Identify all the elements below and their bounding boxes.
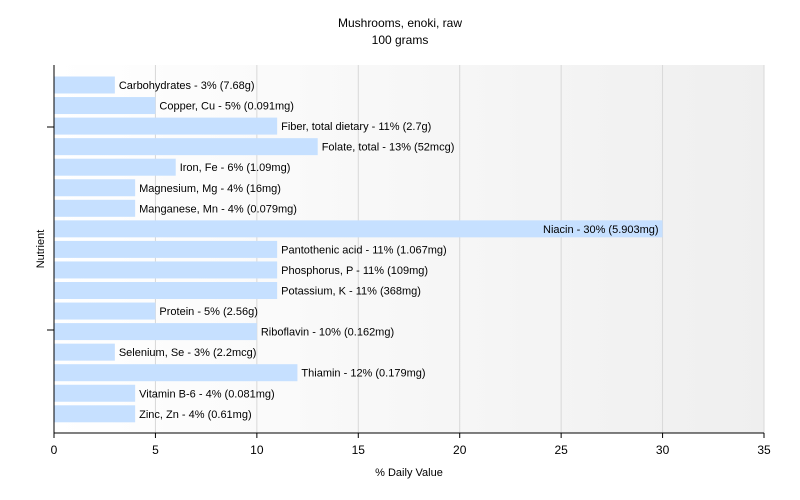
x-tick-label: 35 bbox=[757, 443, 771, 457]
chart-subtitle: 100 grams bbox=[372, 33, 429, 47]
x-tick-label: 10 bbox=[250, 443, 264, 457]
y-axis-label: Nutrient bbox=[35, 230, 47, 269]
bar bbox=[54, 323, 257, 341]
bar bbox=[54, 343, 115, 361]
bar-label: Niacin - 30% (5.903mg) bbox=[543, 224, 659, 236]
bar bbox=[54, 179, 136, 197]
bar-label: Thiamin - 12% (0.179mg) bbox=[301, 368, 425, 380]
bar-label: Magnesium, Mg - 4% (16mg) bbox=[139, 183, 281, 195]
bar-label: Protein - 5% (2.56g) bbox=[159, 306, 257, 318]
bar-label: Selenium, Se - 3% (2.2mcg) bbox=[119, 347, 257, 359]
bar bbox=[54, 76, 115, 94]
bar-label: Vitamin B-6 - 4% (0.081mg) bbox=[139, 388, 275, 400]
bar bbox=[54, 240, 278, 258]
bar bbox=[54, 158, 176, 176]
chart-title: Mushrooms, enoki, raw bbox=[338, 16, 462, 30]
bar-label: Zinc, Zn - 4% (0.61mg) bbox=[139, 409, 251, 421]
bar bbox=[54, 364, 298, 382]
x-tick-label: 15 bbox=[352, 443, 366, 457]
axes-group: 0 5 10 15 20 25 30 35 bbox=[47, 65, 771, 457]
bar bbox=[54, 261, 278, 279]
bars-group: Carbohydrates - 3% (7.68g) Copper, Cu - 5… bbox=[54, 76, 663, 423]
bar bbox=[54, 405, 136, 423]
x-tick-label: 20 bbox=[453, 443, 467, 457]
bar-label: Pantothenic acid - 11% (1.067mg) bbox=[281, 244, 447, 256]
bar-label: Fiber, total dietary - 11% (2.7g) bbox=[281, 121, 431, 133]
bar-label: Copper, Cu - 5% (0.091mg) bbox=[159, 101, 294, 113]
bar bbox=[54, 282, 278, 299]
bar bbox=[54, 97, 156, 115]
bar-label: Potassium, K - 11% (368mg) bbox=[281, 286, 421, 298]
bar bbox=[54, 220, 663, 238]
bar bbox=[54, 199, 136, 217]
x-tick-label: 25 bbox=[554, 443, 568, 457]
x-axis-label: % Daily Value bbox=[375, 467, 443, 479]
x-tick-label: 0 bbox=[51, 443, 58, 457]
bar-label: Riboflavin - 10% (0.162mg) bbox=[261, 327, 394, 339]
bar bbox=[54, 117, 278, 135]
x-tick-label: 5 bbox=[152, 443, 159, 457]
bar-label: Folate, total - 13% (52mcg) bbox=[322, 142, 455, 154]
bar bbox=[54, 302, 156, 320]
bar bbox=[54, 138, 318, 156]
bar-label: Iron, Fe - 6% (1.09mg) bbox=[180, 162, 291, 174]
bar-label: Carbohydrates - 3% (7.68g) bbox=[119, 80, 255, 92]
bar-label: Phosphorus, P - 11% (109mg) bbox=[281, 265, 428, 277]
bar-label: Manganese, Mn - 4% (0.079mg) bbox=[139, 203, 297, 215]
x-tick-label: 30 bbox=[656, 443, 670, 457]
bar bbox=[54, 384, 136, 402]
